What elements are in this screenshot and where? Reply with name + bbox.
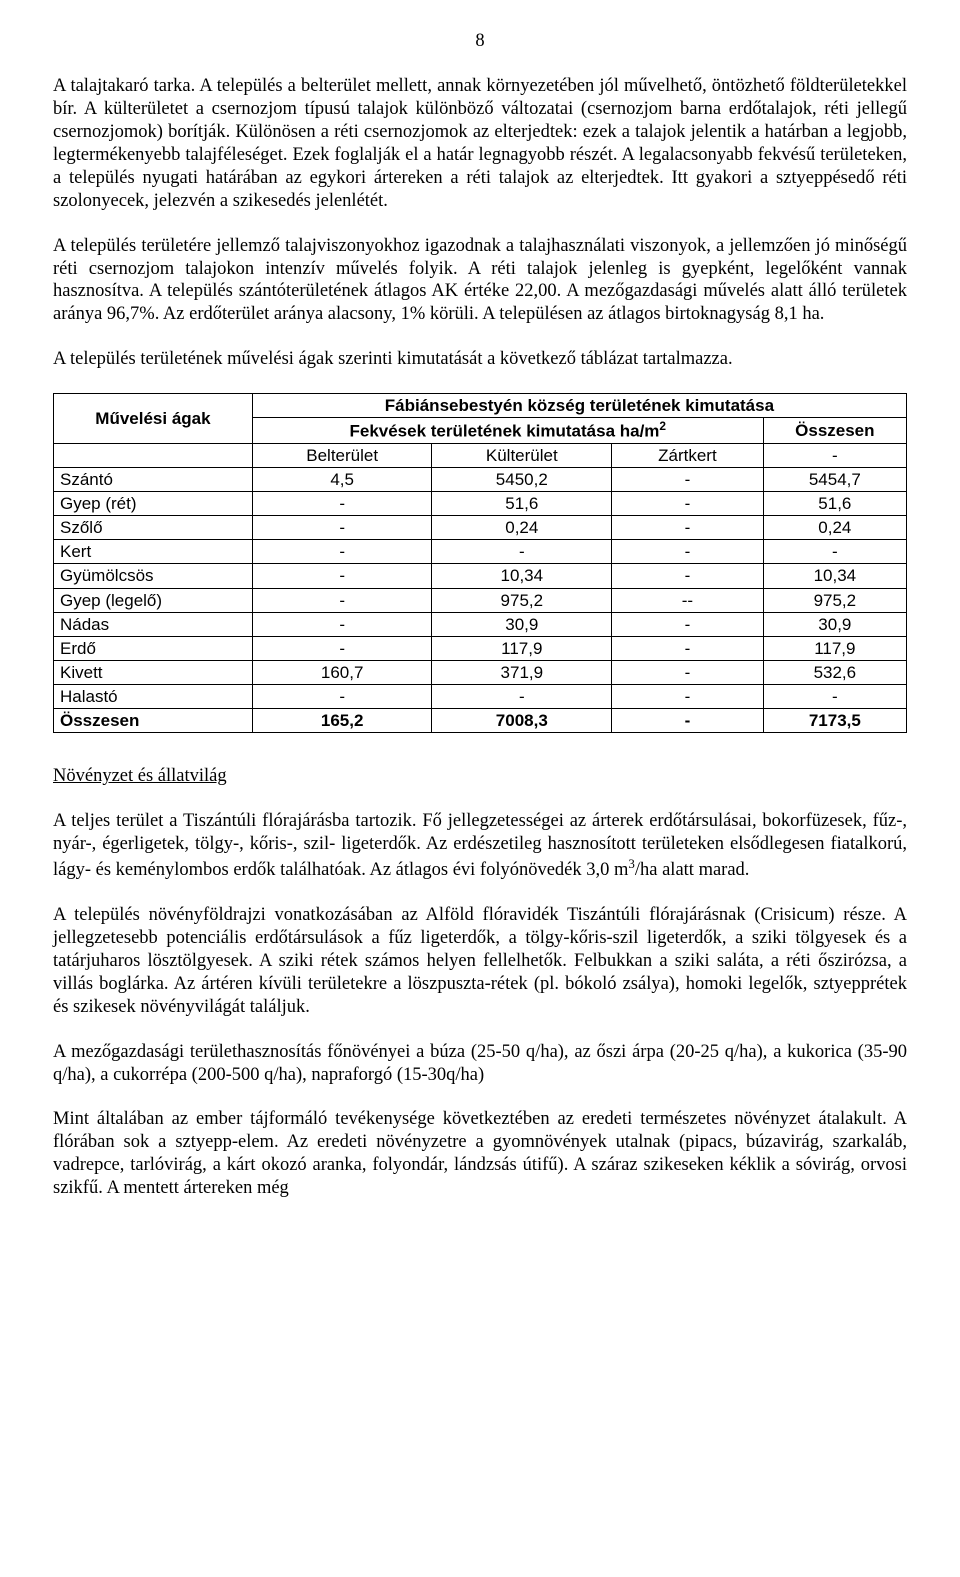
table-row: Gyümölcsös-10,34-10,34: [54, 564, 907, 588]
paragraph-7: Mint általában az ember tájformáló tevék…: [53, 1108, 907, 1200]
row-label: Kert: [54, 540, 253, 564]
row-cell: 117,9: [432, 636, 612, 660]
table-row: Szántó4,55450,2-5454,7: [54, 468, 907, 492]
total-c4: 7173,5: [763, 708, 906, 732]
row-label: Szántó: [54, 468, 253, 492]
sub-header-2: Külterület: [432, 444, 612, 468]
row-cell: -: [252, 612, 432, 636]
table-row: Erdő-117,9-117,9: [54, 636, 907, 660]
sub-header-3: Zártkert: [612, 444, 764, 468]
row-label: Nádas: [54, 612, 253, 636]
col-group-text: Fekvések területének kimutatása ha/m: [349, 422, 659, 441]
row-cell: --: [612, 588, 764, 612]
row-cell: -: [612, 636, 764, 660]
row-cell: 10,34: [763, 564, 906, 588]
row-label: Gyümölcsös: [54, 564, 253, 588]
paragraph-1: A talajtakaró tarka. A település a belte…: [53, 75, 907, 213]
row-cell: -: [252, 636, 432, 660]
total-label: Összesen: [54, 708, 253, 732]
row-label: Szőlő: [54, 516, 253, 540]
total-c1: 165,2: [252, 708, 432, 732]
row-cell: 51,6: [432, 492, 612, 516]
row-cell: 975,2: [432, 588, 612, 612]
table-row: Gyep (legelő)-975,2--975,2: [54, 588, 907, 612]
row-cell: -: [432, 540, 612, 564]
row-cell: -: [612, 468, 764, 492]
paragraph-6: A mezőgazdasági területhasznosítás főnöv…: [53, 1041, 907, 1087]
col-group-sup: 2: [659, 419, 666, 433]
table-row: Kert----: [54, 540, 907, 564]
row-cell: -: [252, 588, 432, 612]
row-cell: 532,6: [763, 660, 906, 684]
page-number: 8: [53, 30, 907, 53]
row-cell: 160,7: [252, 660, 432, 684]
row-cell: -: [612, 660, 764, 684]
row-cell: 30,9: [763, 612, 906, 636]
table-row: Halastó----: [54, 684, 907, 708]
table-row: Gyep (rét)-51,6-51,6: [54, 492, 907, 516]
row-cell: -: [252, 516, 432, 540]
row-cell: -: [612, 684, 764, 708]
row-cell: 0,24: [432, 516, 612, 540]
col-group-header: Fekvések területének kimutatása ha/m2: [252, 418, 763, 444]
row-cell: -: [612, 612, 764, 636]
row-label: Kivett: [54, 660, 253, 684]
paragraph-4: A teljes terület a Tiszántúli flórajárás…: [53, 810, 907, 882]
row-cell: 117,9: [763, 636, 906, 660]
sub-header-1: Belterület: [252, 444, 432, 468]
row-cell: -: [612, 492, 764, 516]
row-label: Halastó: [54, 684, 253, 708]
row-cell: 30,9: [432, 612, 612, 636]
col-header-types: Művelési ágak: [54, 394, 253, 444]
row-cell: -: [612, 516, 764, 540]
row-cell: 5450,2: [432, 468, 612, 492]
row-cell: 5454,7: [763, 468, 906, 492]
row-cell: 975,2: [763, 588, 906, 612]
row-cell: -: [763, 540, 906, 564]
row-cell: -: [252, 540, 432, 564]
table-row: Nádas-30,9-30,9: [54, 612, 907, 636]
land-use-table: Művelési ágak Fábiánsebestyén község ter…: [53, 393, 907, 733]
paragraph-4b: /ha alatt marad.: [635, 860, 750, 880]
paragraph-5: A település növényföldrajzi vonatkozásáb…: [53, 904, 907, 1019]
paragraph-4a: A teljes terület a Tiszántúli flórajárás…: [53, 811, 907, 880]
total-c2: 7008,3: [432, 708, 612, 732]
row-label: Gyep (rét): [54, 492, 253, 516]
section-subtitle: Növényzet és állatvilág: [53, 765, 907, 788]
sub-header-empty: [54, 444, 253, 468]
row-label: Gyep (legelő): [54, 588, 253, 612]
table-row: Kivett160,7371,9-532,6: [54, 660, 907, 684]
col-header-total: Összesen: [763, 418, 906, 444]
row-label: Erdő: [54, 636, 253, 660]
row-cell: 51,6: [763, 492, 906, 516]
row-cell: 371,9: [432, 660, 612, 684]
row-cell: -: [252, 684, 432, 708]
row-cell: -: [432, 684, 612, 708]
row-cell: 0,24: [763, 516, 906, 540]
table-row: Szőlő-0,24-0,24: [54, 516, 907, 540]
table-title: Fábiánsebestyén község területének kimut…: [252, 394, 906, 418]
row-cell: -: [252, 492, 432, 516]
row-cell: -: [612, 540, 764, 564]
paragraph-3: A település területének művelési ágak sz…: [53, 348, 907, 371]
row-cell: -: [612, 564, 764, 588]
row-cell: 10,34: [432, 564, 612, 588]
row-cell: -: [763, 684, 906, 708]
paragraph-2: A település területére jellemző talajvis…: [53, 235, 907, 327]
sub-header-4: -: [763, 444, 906, 468]
row-cell: 4,5: [252, 468, 432, 492]
row-cell: -: [252, 564, 432, 588]
total-c3: -: [612, 708, 764, 732]
